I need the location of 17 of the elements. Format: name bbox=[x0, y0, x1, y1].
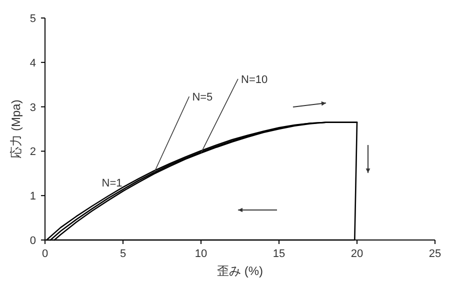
x-tick-label: 0 bbox=[42, 248, 48, 260]
x-tick-label: 5 bbox=[120, 248, 126, 260]
y-axis-title: 応力 (Mpa) bbox=[9, 100, 23, 158]
x-tick-label: 25 bbox=[428, 248, 442, 260]
x-tick-label: 15 bbox=[272, 248, 286, 260]
y-tick-label: 4 bbox=[30, 57, 36, 70]
x-tick-label: 10 bbox=[194, 248, 208, 260]
series-label: N=1 bbox=[102, 177, 122, 190]
y-tick-label: 1 bbox=[30, 190, 36, 203]
text: N=10 bbox=[241, 74, 268, 86]
x-tick-label: 20 bbox=[350, 248, 364, 260]
y-tick-label: 3 bbox=[30, 102, 36, 114]
text: N=5 bbox=[192, 92, 213, 104]
y-tick-label: 0 bbox=[30, 235, 36, 247]
y-tick-label: 2 bbox=[30, 146, 36, 158]
y-tick-label: 5 bbox=[30, 13, 36, 25]
x-axis-title: 歪み (%) bbox=[217, 264, 263, 278]
